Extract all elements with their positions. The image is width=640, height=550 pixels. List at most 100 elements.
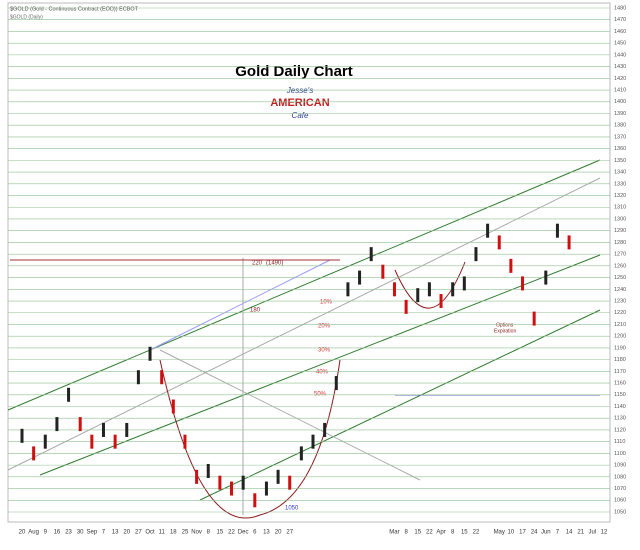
price-bar [521, 276, 525, 291]
channel-line [199, 309, 601, 501]
y-tick-label: 1340 [614, 170, 626, 176]
x-tick-label: 15 [217, 530, 224, 536]
price-bar [509, 258, 513, 273]
annotations: 220 (1490) 180 10% 20% 30% 40% 50% 1050 … [250, 261, 516, 512]
price-bar [206, 463, 210, 478]
price-bar [532, 311, 536, 326]
trend-lines [7, 159, 601, 519]
x-tick-label: Mar [389, 530, 399, 536]
fan-line [149, 259, 331, 351]
y-tick-label: 1250 [614, 275, 626, 281]
x-tick-label: Nov [191, 530, 202, 536]
x-tick-label: 15 [414, 530, 421, 536]
x-tick-label: 16 [54, 530, 61, 536]
price-bar [462, 276, 466, 291]
y-tick-label: 1440 [614, 52, 626, 58]
logo-bottom: Cafe [292, 111, 309, 120]
price-bar [55, 417, 59, 432]
y-tick-label: 1130 [614, 416, 626, 422]
y-tick-label: 1060 [614, 498, 626, 504]
x-tick-label: 21 [577, 530, 584, 536]
price-bar [160, 370, 164, 385]
price-bar [32, 446, 36, 461]
y-tick-label: 1310 [614, 205, 626, 211]
logo: Jesse's AMERICAN Cafe [270, 86, 329, 120]
y-tick-label: 1480 [614, 5, 626, 11]
price-bar [346, 282, 350, 297]
y-tick-label: 1160 [614, 381, 626, 387]
price-bar [323, 422, 327, 437]
x-tick-label: 8 [207, 530, 211, 536]
x-tick-label: 14 [566, 530, 573, 536]
price-bar [241, 475, 245, 490]
y-tick-label: 1290 [614, 228, 626, 234]
x-tick-label: 17 [519, 530, 526, 536]
x-tick-label: Oct [145, 530, 155, 536]
x-tick-label: 6 [253, 530, 257, 536]
logo-middle: AMERICAN [270, 97, 329, 109]
x-tick-label: 7 [556, 530, 560, 536]
y-tick-label: 1100 [614, 451, 626, 457]
annotation: 20% [318, 324, 331, 330]
y-tick-label: 1350 [614, 158, 626, 164]
y-tick-label: 1430 [614, 64, 626, 70]
price-bar [113, 434, 117, 449]
annotation: 220 [252, 261, 263, 267]
y-tick-label: 1110 [614, 439, 625, 445]
price-bar [148, 346, 152, 361]
x-tick-label: 8 [451, 530, 455, 536]
price-bar [451, 282, 455, 297]
y-tick-label: 1170 [614, 369, 626, 375]
plot-frame [7, 2, 611, 523]
y-tick-label: 1380 [614, 123, 626, 129]
y-tick-label: 1090 [614, 463, 626, 469]
price-bar [439, 294, 443, 309]
price-bar [264, 481, 268, 496]
x-tick-label: 7 [102, 530, 106, 536]
y-tick-label: 1300 [614, 216, 626, 222]
x-tick-label: Apr [436, 530, 445, 536]
y-tick-label: 1410 [614, 87, 626, 93]
price-bar [497, 235, 501, 250]
x-tick-label: 22 [426, 530, 433, 536]
price-bar [358, 270, 362, 285]
annotation: 10% [320, 300, 333, 306]
y-tick-label: 1050 [614, 509, 626, 515]
x-tick-label: 20 [275, 530, 282, 536]
y-tick-label: 1360 [614, 146, 626, 152]
y-tick-label: 1140 [614, 404, 626, 410]
price-bar [392, 282, 396, 297]
x-tick-label: May [494, 530, 505, 536]
y-tick-label: 1280 [614, 240, 626, 246]
x-tick-label: 15 [461, 530, 468, 536]
x-tick-label: Aug [28, 530, 39, 536]
x-tick-label: 11 [159, 530, 166, 536]
y-tick-label: 1220 [614, 310, 626, 316]
y-tick-label: 1210 [614, 322, 626, 328]
price-bar [334, 376, 338, 391]
y-tick-label: 1230 [614, 298, 626, 304]
price-bar [67, 387, 71, 402]
price-bar [195, 469, 199, 484]
y-tick-label: 1370 [614, 134, 626, 140]
price-bar [404, 299, 408, 314]
y-tick-label: 1120 [614, 427, 626, 433]
y-tick-label: 1200 [614, 334, 626, 340]
x-tick-label: 12 [601, 530, 608, 536]
x-tick-label: 13 [263, 530, 270, 536]
price-bar [43, 434, 47, 449]
annotation: 180 [250, 308, 261, 314]
fan-line [7, 177, 601, 471]
cup-curve [394, 261, 466, 309]
annotation: Expiration [494, 328, 516, 334]
y-tick-label: 1070 [614, 486, 626, 492]
annotation: Options [496, 322, 514, 328]
y-tick-label: 1320 [614, 193, 626, 199]
x-tick-label: Jul [589, 530, 597, 536]
x-tick-label: 23 [65, 530, 72, 536]
price-bar [544, 270, 548, 285]
price-bar [218, 475, 222, 490]
chart-title: Gold Daily Chart [235, 63, 353, 80]
channel-line [39, 254, 601, 476]
